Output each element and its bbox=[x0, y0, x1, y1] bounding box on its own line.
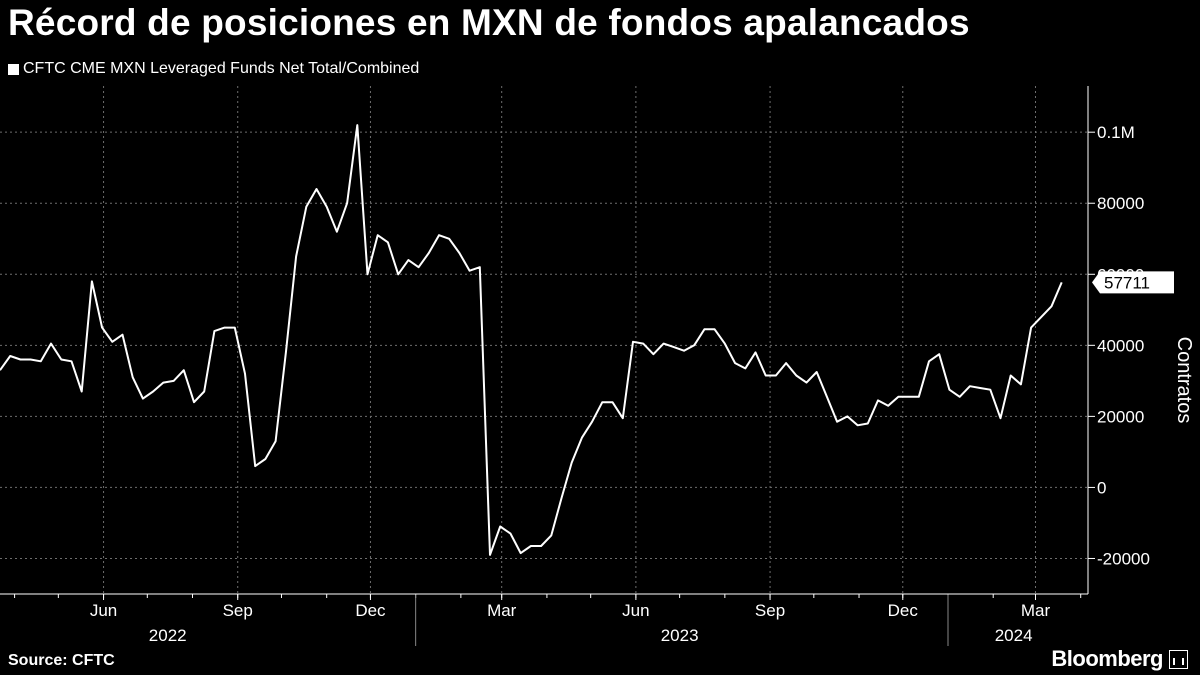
x-tick-label: Jun bbox=[622, 601, 649, 620]
x-tick-label: Mar bbox=[1021, 601, 1051, 620]
x-year-label: 2024 bbox=[995, 626, 1033, 645]
x-year-label: 2023 bbox=[661, 626, 699, 645]
x-tick-label: Sep bbox=[755, 601, 785, 620]
y-tick-label: 20000 bbox=[1097, 407, 1144, 426]
y-tick-label: -20000 bbox=[1097, 549, 1150, 568]
legend-swatch bbox=[8, 63, 19, 75]
x-tick-label: Dec bbox=[888, 601, 919, 620]
x-tick-label: Mar bbox=[487, 601, 517, 620]
legend-label: CFTC CME MXN Leveraged Funds Net Total/C… bbox=[23, 60, 420, 77]
y-tick-label: 0 bbox=[1097, 478, 1106, 497]
y-tick-label: 80000 bbox=[1097, 194, 1144, 213]
x-tick-label: Sep bbox=[223, 601, 253, 620]
x-tick-label: Jun bbox=[90, 601, 117, 620]
legend: CFTC CME MXN Leveraged Funds Net Total/C… bbox=[8, 60, 419, 78]
brand-name: Bloomberg bbox=[1051, 646, 1163, 671]
brand-icon bbox=[1169, 649, 1188, 669]
x-tick-label: Dec bbox=[355, 601, 386, 620]
last-value-badge bbox=[1092, 271, 1174, 294]
bloomberg-logo: Bloomberg bbox=[1051, 646, 1188, 672]
y-tick-label: 40000 bbox=[1097, 336, 1144, 355]
chart-title: Récord de posiciones en MXN de fondos ap… bbox=[8, 2, 970, 43]
x-year-label: 2022 bbox=[149, 626, 187, 645]
y-tick-label: 0.1M bbox=[1097, 123, 1135, 142]
source-note: Source: CFTC bbox=[8, 652, 115, 669]
y-axis-title: Contratos bbox=[1173, 337, 1195, 424]
series-line bbox=[0, 124, 1063, 556]
last-value-label: 57711 bbox=[1104, 273, 1150, 292]
